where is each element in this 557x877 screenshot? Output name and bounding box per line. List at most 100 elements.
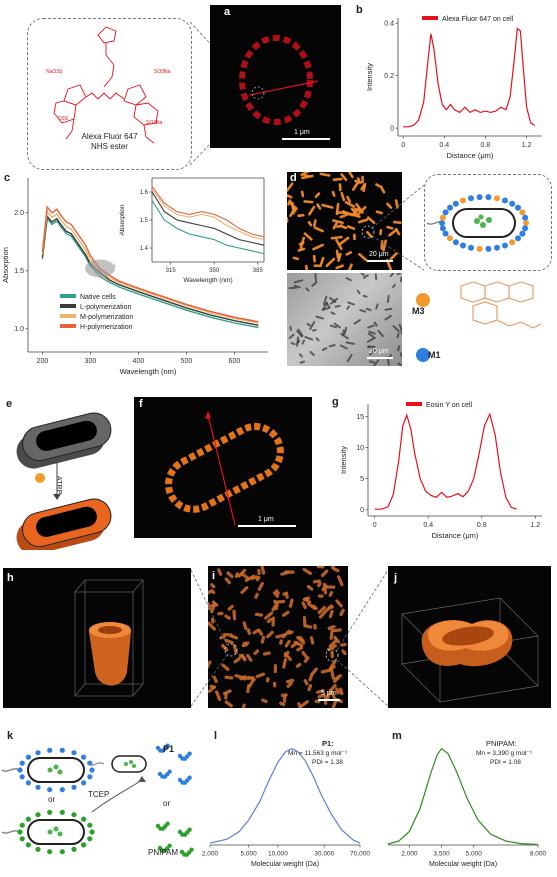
bacterium-rod: [367, 345, 376, 348]
polymer-bead: [439, 220, 445, 226]
bacterium-rod: [339, 344, 348, 350]
bacterium-rod: [297, 247, 306, 252]
panel-j-label: j: [394, 572, 398, 584]
m-pdi: PDI = 1.08: [490, 759, 521, 766]
panel-h-image: [3, 568, 191, 708]
bacterium-rod: [340, 173, 348, 182]
bacterium-rod: [392, 325, 400, 333]
bacterium-rod: [288, 286, 298, 290]
bacterium-rod: [221, 663, 230, 671]
bacterium-rod: [310, 667, 318, 676]
bacterium-rod: [282, 658, 288, 669]
bacterium-rod: [257, 568, 261, 575]
polymer-bead: [476, 245, 483, 252]
chart-c-ytick-label: 1.0: [14, 326, 24, 333]
polymer-bead: [522, 225, 529, 232]
polymer-bead: [460, 242, 466, 249]
bacterium-rod: [384, 314, 393, 321]
polymer-bead: [502, 242, 508, 249]
chart-g-ytick-label: 15: [356, 414, 364, 421]
bacterium-rod: [335, 202, 340, 216]
bacterium-rod: [246, 684, 251, 694]
bacterium-rod: [266, 630, 274, 639]
polymer-bead: [35, 812, 41, 818]
bacterium-rod: [300, 190, 305, 198]
bacterium-rod: [315, 337, 320, 342]
bacterium-rod: [304, 336, 314, 341]
polymer-bead: [81, 816, 87, 822]
bacterium-rod: [340, 191, 346, 202]
chart-c-inset-g-ylabel: Absorption: [119, 204, 126, 235]
bacterium-rod: [280, 570, 290, 576]
polymer-bead: [494, 244, 500, 251]
panel-h-label: h: [7, 572, 14, 584]
polymer-bead: [494, 195, 500, 202]
rods-phase-field: [288, 273, 402, 366]
chart-b-xtick-label: 0: [401, 142, 405, 149]
bacterium-rod: [292, 256, 300, 261]
bacterium-rod: [366, 336, 376, 343]
chart-g-series-0-line: [374, 412, 517, 510]
bacterium-rod: [224, 638, 234, 645]
bacterium-rod: [367, 324, 375, 329]
bacterium-rod: [234, 572, 240, 578]
chart-l-xtick-label: 30,000: [314, 851, 334, 858]
bacterium-rod: [325, 604, 333, 612]
chart-c-series-3-line: [41, 205, 259, 323]
bacterium-rod: [388, 228, 398, 237]
polymer-bead: [519, 209, 526, 216]
l-pdi: PDI = 1.38: [312, 759, 343, 766]
bacterium-rod: [288, 333, 295, 339]
polymer-bead: [25, 842, 31, 848]
bacterium-rod: [335, 599, 343, 608]
chart-c-series-0-line: [41, 216, 259, 329]
dye-structure-drawing: [53, 26, 159, 144]
bacterium-rod: [282, 591, 288, 596]
bacterium-rod: [368, 330, 376, 335]
polymer-coated-cell: [426, 194, 529, 252]
bacterium-rod: [346, 195, 352, 203]
bacterium-rod: [355, 202, 364, 214]
bacterium-rod: [332, 177, 343, 182]
panel-c-label: c: [4, 172, 11, 184]
bacterium-rod: [271, 616, 275, 627]
bacterium-rod: [343, 326, 348, 335]
bacterium-rod: [389, 273, 396, 278]
bacterium-rod: [338, 687, 344, 696]
bacterium-rod: [312, 254, 316, 263]
panel-b-label: b: [356, 4, 363, 16]
bacterium-rod: [362, 274, 369, 279]
bacterium-rod: [319, 172, 331, 177]
bacterium-rod: [375, 303, 379, 310]
l-mn: Mn = 11,563 g mol⁻¹: [288, 750, 348, 757]
bacterium-rod: [222, 689, 232, 696]
bacterium-rod: [399, 276, 402, 283]
bacterium-rod: [344, 201, 356, 208]
bacterium-rod: [279, 639, 283, 645]
bacterium-rod: [309, 320, 316, 330]
bacterium-rod: [339, 608, 345, 617]
bacterium-rod: [266, 677, 270, 683]
k-or-right: or: [163, 799, 171, 808]
bacterium-rod: [334, 304, 341, 308]
tcep-label: TCEP: [88, 790, 110, 799]
chart-m-series-0-line: [387, 747, 539, 846]
bacterium-rod: [312, 243, 325, 251]
bacterium-rod: [330, 650, 334, 659]
chart-c-inset-g-ytick-label: 1.5: [140, 218, 149, 224]
bacterium-rod: [303, 679, 309, 686]
bacterium-rod: [240, 586, 249, 595]
panel-k-label: k: [7, 730, 14, 742]
dye-name-2: NHS ester: [91, 142, 128, 151]
bacterium-rod: [287, 199, 292, 206]
polymer-bead: [452, 200, 459, 207]
bacterium-rod: [234, 674, 245, 680]
bacterium-rod: [253, 649, 260, 656]
panel-d-label: d: [290, 172, 297, 184]
polymer-bead: [71, 846, 77, 852]
bacterium-rod: [317, 581, 322, 588]
chart-g-ytick-label: 10: [356, 445, 364, 452]
bacterium-rod: [375, 210, 383, 215]
dye-structure-box: NaO3S SO3Na O3S SO3Na Alexa Fluor 647 NH…: [27, 18, 192, 170]
polymer-bead: [25, 754, 31, 760]
